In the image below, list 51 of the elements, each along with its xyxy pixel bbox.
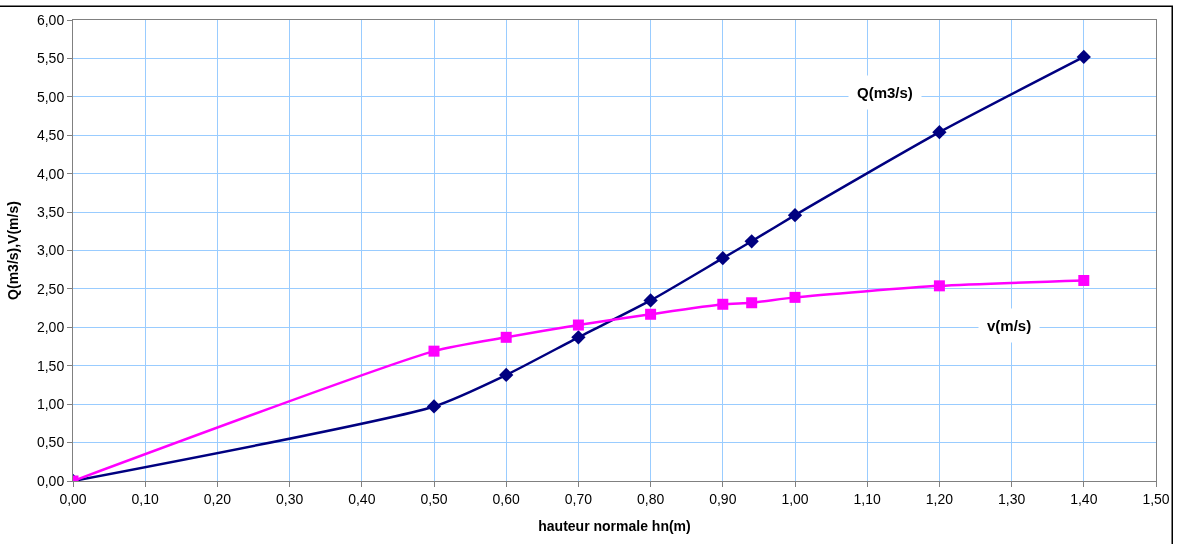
y-axis-title: Q(m3/s),V(m/s) — [4, 201, 21, 300]
y-tick-label: 0,00 — [36, 472, 65, 489]
point — [717, 298, 729, 310]
point — [715, 251, 730, 266]
x-tick-label: 0,30 — [275, 490, 304, 507]
point — [1078, 274, 1090, 286]
x-tick-label: 0,90 — [709, 490, 737, 507]
text: v(m/s) — [987, 317, 1032, 334]
point — [932, 125, 947, 140]
y-tick-label: 6,00 — [36, 11, 65, 28]
y-tick-label: 2,00 — [36, 319, 65, 336]
x-tick-label: 0,40 — [348, 490, 376, 507]
point — [1076, 49, 1091, 65]
x-axis-title: hauteur normale hn(m) — [538, 518, 691, 535]
point — [499, 367, 514, 383]
y-tick-label: 3,00 — [36, 242, 65, 259]
x-tick-label: 0,50 — [420, 490, 448, 507]
y-tick-label: 5,00 — [36, 88, 65, 105]
x-tick-label: 0,00 — [59, 490, 87, 507]
x-tick-label: 1,20 — [925, 490, 954, 507]
y-tick-label: 0,50 — [36, 434, 65, 451]
x-tick-label: 1,10 — [853, 490, 882, 507]
y-tick-label: 1,50 — [36, 357, 65, 374]
point — [500, 331, 512, 343]
y-tick-label: 3,50 — [36, 203, 65, 220]
point — [426, 399, 442, 414]
text: Q(m3/s) — [857, 84, 913, 101]
x-tick-label: 1,00 — [781, 490, 809, 507]
point — [428, 345, 440, 357]
point — [572, 319, 584, 331]
point — [787, 208, 803, 223]
y-tick-label: 4,00 — [36, 165, 65, 182]
point — [789, 291, 801, 303]
x-tick-label: 0,60 — [492, 490, 521, 507]
x-tick-label: 0,80 — [636, 490, 665, 507]
point — [933, 280, 945, 292]
point — [643, 293, 658, 308]
x-tick-label: 0,70 — [564, 490, 593, 507]
y-tick-label: 2,50 — [36, 280, 65, 297]
point — [744, 234, 759, 249]
point — [571, 330, 586, 345]
y-tick-label: 5,50 — [36, 50, 65, 67]
x-tick-label: 1,40 — [1070, 490, 1098, 507]
y-tick-label: 1,00 — [36, 396, 65, 413]
x-tick-label: 1,50 — [1142, 490, 1170, 507]
x-tick-label: 0,20 — [203, 490, 232, 507]
x-tick-label: 0,10 — [131, 490, 160, 507]
point — [645, 308, 657, 320]
x-tick-label: 1,30 — [997, 490, 1026, 507]
point — [746, 297, 758, 309]
y-tick-label: 4,50 — [36, 127, 65, 144]
